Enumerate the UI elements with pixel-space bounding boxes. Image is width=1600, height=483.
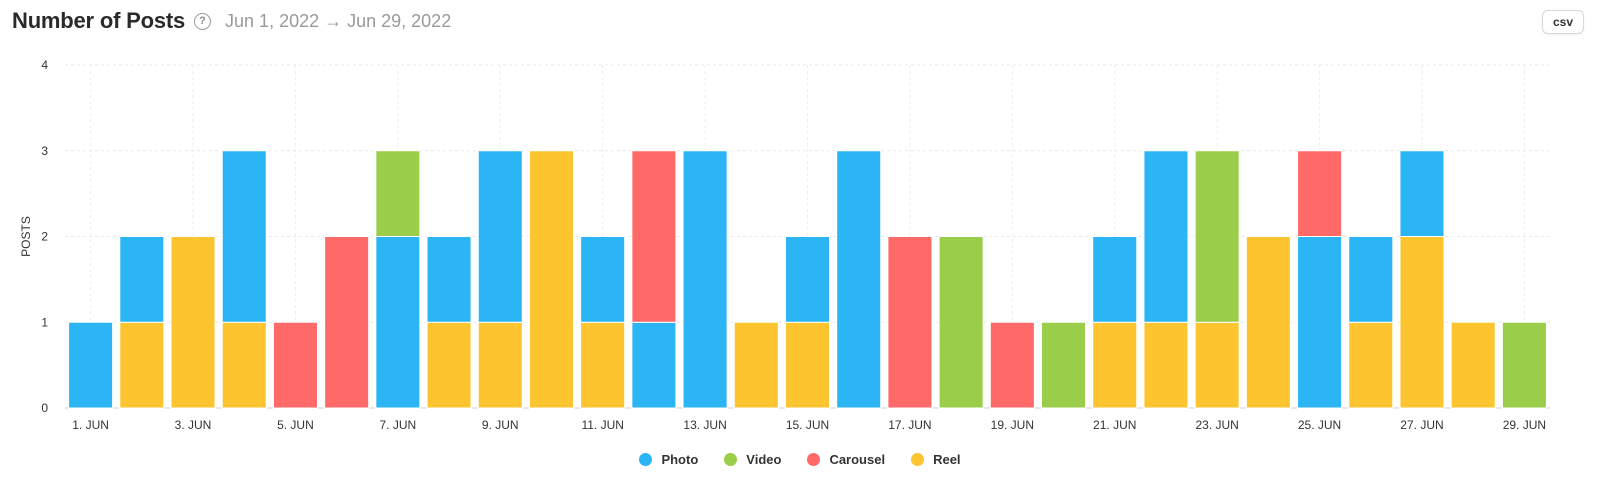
- bar-reel-14-jun[interactable]: [733, 321, 779, 409]
- x-tick-label: 21. JUN: [1093, 418, 1136, 432]
- x-tick-label: 13. JUN: [683, 418, 726, 432]
- y-tick-label: 2: [41, 230, 48, 244]
- bar-photo-15-jun[interactable]: [784, 236, 831, 323]
- y-tick-label: 3: [41, 144, 48, 158]
- bar-carousel-17-jun[interactable]: [887, 236, 933, 409]
- chart-legend: Photo Video Carousel Reel: [0, 452, 1600, 467]
- bar-reel-27-jun[interactable]: [1399, 236, 1445, 409]
- bar-photo-16-jun[interactable]: [836, 150, 882, 409]
- bar-photo-11-jun[interactable]: [580, 236, 626, 323]
- bar-photo-27-jun[interactable]: [1399, 150, 1445, 237]
- bar-carousel-12-jun[interactable]: [631, 150, 677, 323]
- help-icon[interactable]: ?: [194, 12, 212, 30]
- legend-dot-icon: [911, 453, 925, 466]
- bar-photo-25-jun[interactable]: [1297, 236, 1343, 409]
- x-tick-label: 25. JUN: [1298, 418, 1341, 432]
- y-tick-label: 1: [41, 315, 48, 329]
- legend-item-reel[interactable]: Reel: [911, 452, 961, 467]
- bar-reel-21-jun[interactable]: [1092, 321, 1138, 409]
- legend-label: Carousel: [829, 452, 886, 467]
- posts-bar-chart: 0 1 2 3 4 POSTS 1. JUN 3. JUN 5. JUN 7. JUN 9. JUN…: [19, 58, 1550, 432]
- bar-reel-4-jun[interactable]: [221, 321, 267, 409]
- page-title: Number of Posts: [12, 8, 186, 33]
- bar-video-7-jun[interactable]: [375, 150, 421, 237]
- bar-video-20-jun[interactable]: [1041, 321, 1087, 409]
- bar-reel-3-jun[interactable]: [170, 236, 216, 409]
- x-tick-label: 7. JUN: [380, 418, 417, 432]
- legend-dot-icon: [639, 453, 653, 466]
- bar-reel-2-jun[interactable]: [119, 321, 165, 409]
- bar-photo-1-jun[interactable]: [68, 321, 114, 409]
- legend-label: Photo: [661, 452, 699, 467]
- bar-reel-8-jun[interactable]: [426, 321, 472, 409]
- y-tick-label: 0: [41, 401, 48, 415]
- x-tick-label: 29. JUN: [1503, 418, 1546, 432]
- bar-reel-28-jun[interactable]: [1450, 321, 1496, 409]
- bar-photo-8-jun[interactable]: [426, 236, 472, 323]
- y-tick-label: 4: [41, 58, 48, 72]
- bar-photo-2-jun[interactable]: [119, 236, 165, 323]
- bar-video-29-jun[interactable]: [1501, 321, 1547, 409]
- bar-photo-26-jun[interactable]: [1348, 236, 1394, 323]
- bar-photo-21-jun[interactable]: [1092, 236, 1138, 323]
- legend-item-video[interactable]: Video: [724, 452, 781, 467]
- bar-photo-7-jun[interactable]: [375, 236, 421, 409]
- x-tick-label: 11. JUN: [581, 418, 623, 432]
- bar-reel-24-jun[interactable]: [1245, 236, 1291, 409]
- bar-carousel-25-jun[interactable]: [1297, 150, 1343, 237]
- bar-photo-12-jun[interactable]: [631, 321, 677, 409]
- bar-carousel-5-jun[interactable]: [272, 321, 318, 409]
- legend-dot-icon: [807, 453, 821, 466]
- bar-carousel-6-jun[interactable]: [324, 236, 370, 409]
- bar-photo-4-jun[interactable]: [221, 150, 267, 323]
- legend-item-carousel[interactable]: Carousel: [807, 452, 885, 467]
- bar-reel-15-jun[interactable]: [784, 321, 831, 409]
- csv-export-button[interactable]: csv: [1541, 10, 1584, 34]
- bar-reel-26-jun[interactable]: [1348, 321, 1394, 409]
- chart-header: Number of Posts ? Jun 1, 2022 → Jun 29, …: [12, 4, 451, 38]
- date-range: Jun 1, 2022 → Jun 29, 2022: [225, 10, 452, 31]
- x-tick-label: 5. JUN: [277, 418, 314, 432]
- x-tick-label: 27. JUN: [1400, 418, 1443, 432]
- x-tick-label: 15. JUN: [786, 418, 829, 432]
- x-tick-label: 3. JUN: [175, 418, 212, 432]
- y-axis-title: POSTS: [19, 216, 33, 257]
- bar-reel-9-jun[interactable]: [477, 321, 523, 409]
- bar-video-23-jun[interactable]: [1194, 150, 1240, 323]
- bar-reel-10-jun[interactable]: [528, 150, 574, 409]
- legend-label: Video: [746, 452, 782, 467]
- legend-dot-icon: [724, 453, 738, 466]
- bar-photo-9-jun[interactable]: [477, 150, 523, 323]
- x-tick-label: 23. JUN: [1195, 418, 1238, 432]
- legend-label: Reel: [933, 452, 961, 467]
- x-tick-label: 19. JUN: [991, 418, 1034, 432]
- bar-photo-22-jun[interactable]: [1143, 150, 1189, 323]
- bar-carousel-19-jun[interactable]: [989, 321, 1035, 409]
- x-tick-label: 1. JUN: [72, 418, 109, 432]
- legend-item-photo[interactable]: Photo: [639, 452, 698, 467]
- bar-reel-22-jun[interactable]: [1143, 321, 1189, 409]
- x-tick-label: 17. JUN: [888, 418, 931, 432]
- bar-photo-13-jun[interactable]: [682, 150, 728, 409]
- x-tick-label: 9. JUN: [482, 418, 519, 432]
- bar-video-18-jun[interactable]: [938, 236, 984, 409]
- bar-reel-23-jun[interactable]: [1194, 321, 1240, 409]
- bar-reel-11-jun[interactable]: [580, 321, 626, 409]
